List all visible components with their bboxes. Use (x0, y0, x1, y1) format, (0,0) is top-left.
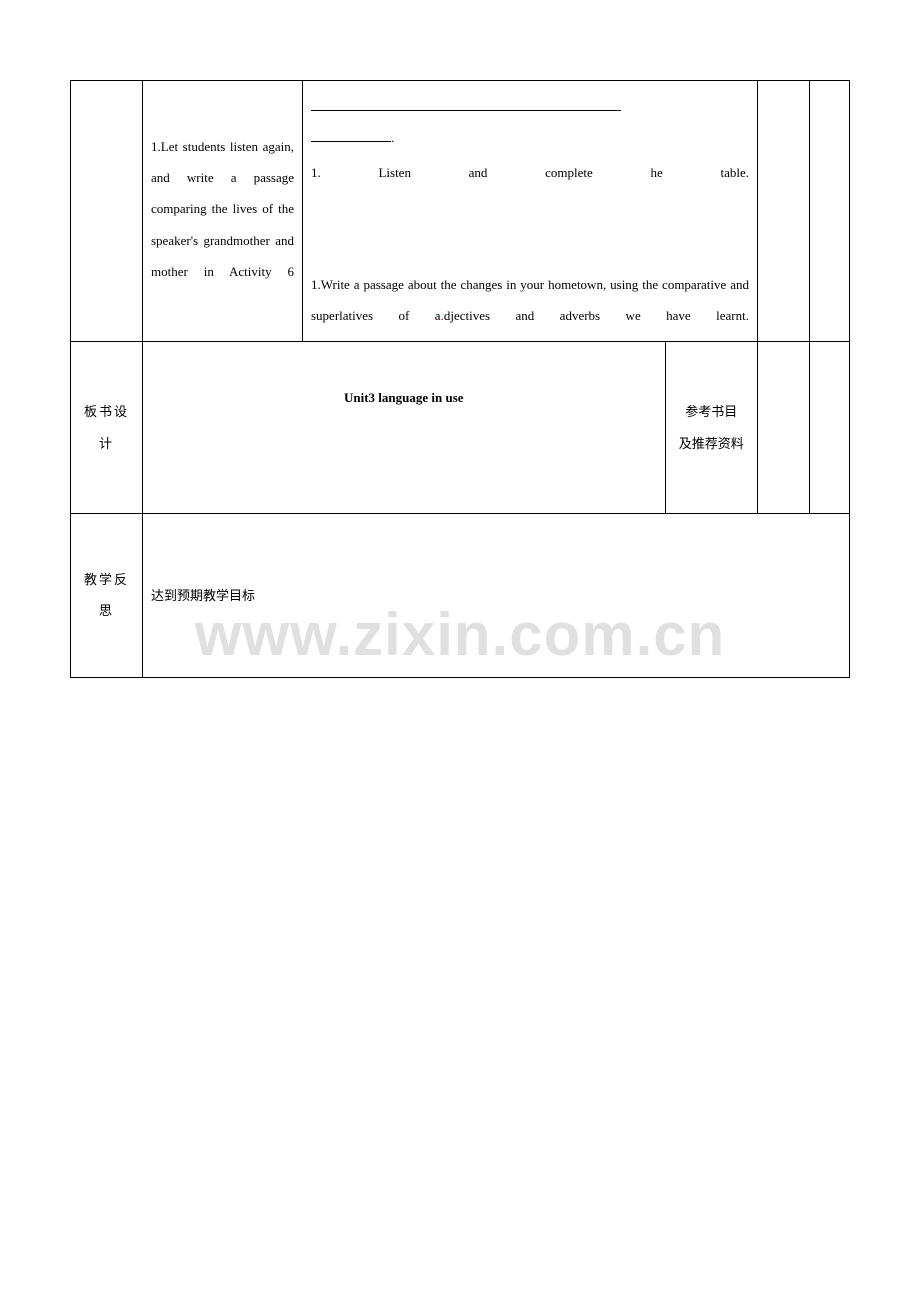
underline-short (311, 129, 391, 142)
document-table: 1.Let students listen again, and write a… (70, 80, 850, 678)
student-para1: 1. Listen and complete he table. (311, 157, 749, 188)
reflect-label: 教学反思 (84, 572, 129, 618)
row2-narrow2 (810, 341, 850, 513)
reflect-label-cell: 教学反思 (71, 514, 143, 677)
underline-long (311, 98, 621, 111)
row1-narrow2 (810, 81, 850, 342)
ref-label-line2: 及推荐资料 (670, 428, 754, 459)
ref-label-line1: 参考书目 (670, 396, 754, 427)
reflect-content: 达到预期教学目标 (151, 588, 255, 603)
board-title: Unit3 language in use (151, 352, 657, 503)
underline-suffix: . (391, 130, 394, 145)
board-label-cell: 板书设计 (71, 341, 143, 513)
board-label: 板书设计 (84, 404, 129, 450)
reflect-content-cell: 达到预期教学目标 (143, 514, 850, 677)
table-row: 板书设计 Unit3 language in use 参考书目 及推荐资料 (71, 341, 850, 513)
row2-narrow1 (758, 341, 810, 513)
teacher-activity-cell: 1.Let students listen again, and write a… (143, 81, 303, 342)
row1-narrow1 (758, 81, 810, 342)
teacher-activity-text: 1.Let students listen again, and write a… (151, 139, 294, 279)
table-row: 1.Let students listen again, and write a… (71, 81, 850, 342)
board-content-cell: Unit3 language in use 参考书目 及推荐资料 (143, 341, 758, 513)
student-para2: 1.Write a passage about the changes in y… (311, 269, 749, 331)
table-row: 教学反思 达到预期教学目标 (71, 514, 850, 677)
student-activity-cell: . 1. Listen and complete he table. 1.Wri… (303, 81, 758, 342)
row1-label-cell (71, 81, 143, 342)
